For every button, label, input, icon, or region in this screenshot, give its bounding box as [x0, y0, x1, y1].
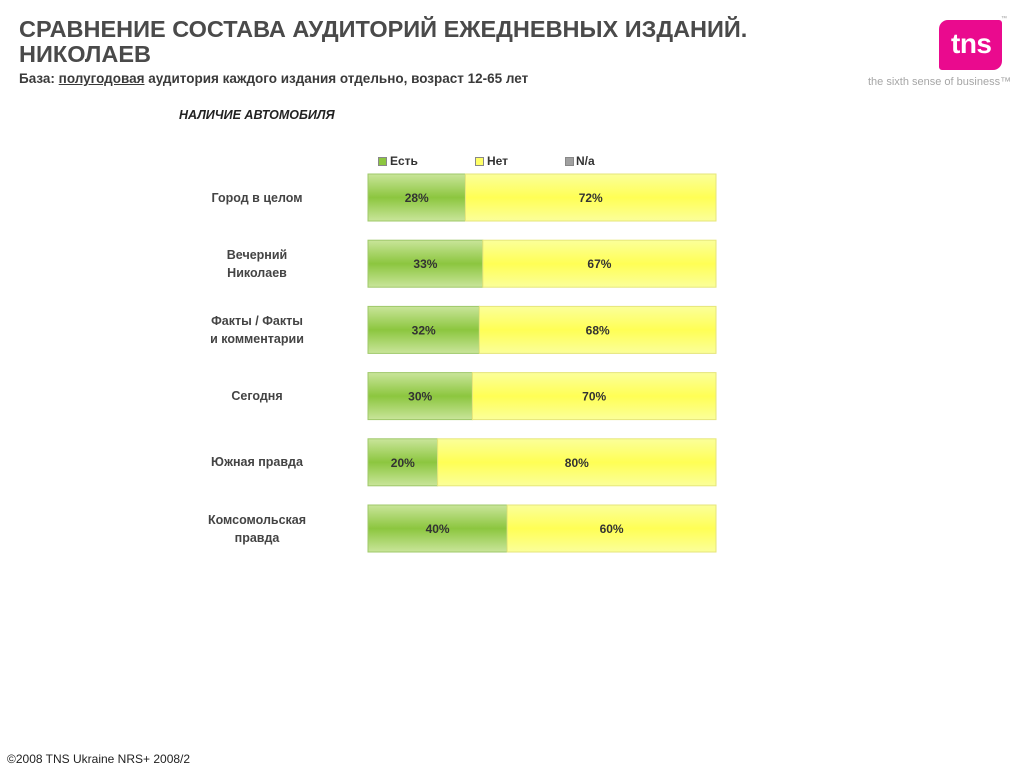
page-title-line-2: НИКОЛАЕВ: [19, 41, 152, 67]
footer-copyright: ©2008 TNS Ukraine NRS+ 2008/2: [7, 752, 191, 766]
page-subtitle: База: полугодовая аудитория каждого изда…: [19, 71, 528, 86]
chart-title: НАЛИЧИЕ АВТОМОБИЛЯ: [179, 108, 335, 122]
category-label-1: Вечерний Николаев: [226, 247, 288, 280]
data-label-est-5: 40%: [426, 522, 450, 536]
category-label-4: Южная правда: [211, 455, 303, 470]
legend-label-net: Нет: [487, 154, 509, 168]
tns-tagline: the sixth sense of business™: [868, 76, 1012, 88]
bar-net-5: [506, 504, 717, 553]
bar-est-4: [367, 438, 439, 487]
data-label-net-3: 70%: [582, 390, 606, 404]
tns-logo-text: tns: [951, 28, 992, 59]
bar-net-3: [471, 372, 717, 421]
legend-swatch-na: [565, 157, 574, 166]
legend-swatch-est: [378, 157, 387, 166]
data-label-net-1: 67%: [587, 257, 611, 271]
tns-logo: [939, 20, 1002, 70]
subtitle-suffix: аудитория каждого издания отдельно, возр…: [144, 71, 529, 86]
bar-est-2: [367, 305, 480, 354]
bar-est-1: [367, 239, 484, 288]
data-label-est-1: 33%: [413, 257, 437, 271]
tns-logo-trademark: ™: [1001, 16, 1007, 22]
page-title: СРАВНЕНИЕ СОСТАВА АУДИТОРИЙ ЕЖЕДНЕВНЫХ И…: [19, 17, 919, 67]
bar-net-0: [464, 173, 717, 222]
legend-swatch-net: [475, 157, 484, 166]
data-label-est-2: 32%: [412, 323, 436, 337]
bar-net-2: [478, 305, 717, 354]
subtitle-underlined: полугодовая: [58, 71, 145, 86]
page-title-line-1: СРАВНЕНИЕ СОСТАВА АУДИТОРИЙ ЕЖЕДНЕВНЫХ И…: [19, 16, 748, 42]
bar-net-4: [437, 438, 717, 487]
subtitle-prefix: База:: [19, 71, 59, 86]
data-label-est-3: 30%: [408, 390, 432, 404]
bar-net-1: [482, 239, 717, 288]
data-label-net-4: 80%: [565, 456, 589, 470]
legend-label-na: N/a: [576, 154, 595, 168]
data-label-net-0: 72%: [579, 191, 603, 205]
category-label-0: Город в целом: [211, 190, 303, 205]
bar-est-3: [367, 372, 473, 421]
data-label-net-2: 68%: [586, 323, 610, 337]
category-label-2: Факты / Факты и комментарии: [210, 313, 304, 346]
data-label-est-4: 20%: [391, 456, 415, 470]
category-label-3: Сегодня: [231, 389, 283, 404]
data-label-net-5: 60%: [600, 522, 624, 536]
bar-est-0: [367, 173, 466, 222]
category-label-5: Комсомольская правда: [207, 512, 307, 545]
bar-est-5: [367, 504, 508, 553]
legend-label-est: Есть: [390, 154, 418, 168]
data-label-est-0: 28%: [405, 191, 429, 205]
